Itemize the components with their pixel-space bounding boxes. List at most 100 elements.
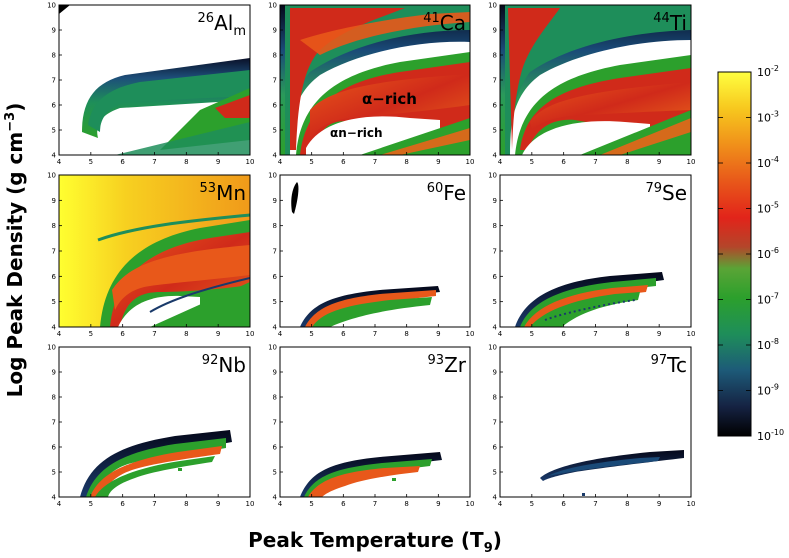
y-tick-label: 8: [493, 394, 497, 402]
panel-se79: [499, 174, 692, 328]
y-tick-label: 10: [268, 2, 277, 10]
x-tick-label: 6: [561, 500, 566, 508]
y-tick-label: 6: [273, 102, 278, 110]
x-tick-label: 5: [309, 500, 313, 508]
ti44-heatmap: [500, 5, 691, 155]
y-tick-label: 10: [47, 2, 56, 10]
x-tick-label: 10: [687, 500, 696, 508]
x-tick-label: 6: [341, 500, 346, 508]
x-tick-label: 10: [246, 158, 255, 166]
x-tick-label: 4: [498, 330, 503, 338]
x-tick-label: 7: [152, 500, 156, 508]
y-tick-label: 8: [52, 52, 56, 60]
x-tick-label: 7: [373, 158, 377, 166]
y-tick-label: 8: [273, 394, 277, 402]
x-tick-label: 4: [278, 500, 283, 508]
panel-title-mass: 79: [645, 181, 662, 196]
panel-title-al26m: 26Alm: [198, 11, 246, 39]
x-tick-label: 6: [341, 158, 346, 166]
y-tick-label: 9: [273, 197, 277, 205]
x-tick-label: 9: [436, 330, 440, 338]
panel-title-ti44: 44Ti: [653, 11, 687, 35]
y-tick-label: 6: [493, 273, 498, 281]
y-tick-label: 8: [273, 222, 277, 230]
y-tick-label: 7: [52, 248, 56, 256]
x-tick-label: 4: [278, 330, 283, 338]
colorbar-ramp: [717, 71, 752, 437]
x-tick-label: 5: [530, 330, 534, 338]
x-tick-label: 5: [530, 158, 534, 166]
tc97-heatmap: [540, 450, 684, 496]
y-tick-label: 7: [273, 77, 277, 85]
panel-title-mass: 53: [200, 181, 217, 196]
panel-title-tc97: 97Tc: [651, 353, 687, 377]
x-tick-label: 4: [278, 158, 283, 166]
x-tick-label: 8: [625, 158, 629, 166]
panel-title-mass: 60: [427, 181, 444, 196]
colorbar-tick-label: 10-10: [757, 428, 784, 443]
x-tick-label: 5: [309, 158, 313, 166]
annotation-alpha-n-rich: αn−rich: [330, 126, 383, 140]
fe60-heatmap: [291, 182, 440, 327]
y-tick-label: 5: [493, 469, 497, 477]
x-tick-label: 4: [498, 158, 503, 166]
y-tick-label: 5: [52, 127, 56, 135]
panel-title-element: Ti: [669, 11, 687, 35]
y-tick-label: 8: [52, 394, 56, 402]
panel-tc97: [499, 346, 692, 498]
y-tick-label: 6: [52, 444, 57, 452]
y-tick-label: 4: [493, 152, 498, 160]
colorbar-tick-label: 10-9: [757, 383, 779, 398]
x-tick-label: 8: [404, 330, 408, 338]
y-tick-label: 10: [268, 344, 277, 352]
zr93-heatmap: [300, 452, 442, 497]
y-tick-label: 5: [273, 469, 277, 477]
y-tick-label: 5: [273, 298, 277, 306]
y-tick-label: 5: [52, 298, 56, 306]
x-tick-label: 5: [89, 330, 93, 338]
y-tick-label: 10: [488, 2, 497, 10]
y-tick-label: 10: [268, 172, 277, 180]
x-tick-label: 8: [404, 500, 408, 508]
ca41-heatmap: [280, 5, 470, 155]
panel-mn53: [58, 174, 251, 328]
x-tick-label: 8: [625, 500, 629, 508]
x-tick-label: 7: [152, 330, 156, 338]
colorbar: 10-2 10-3 10-4 10-5 10-6 10-7 10-8 10-9 10-10: [717, 64, 784, 443]
panel-title-element: Zr: [444, 353, 467, 377]
y-tick-label: 7: [493, 248, 497, 256]
x-tick-label: 9: [436, 158, 440, 166]
panel-title-element: Tc: [666, 353, 687, 377]
panel-title-element: Mn: [216, 181, 246, 205]
x-tick-label: 9: [436, 500, 440, 508]
x-tick-label: 4: [57, 330, 62, 338]
y-tick-label: 4: [273, 152, 278, 160]
y-tick-label: 4: [273, 494, 278, 502]
x-axis-label: Peak Temperature (T9): [248, 528, 502, 556]
panel-title-mass: 26: [198, 11, 215, 26]
x-tick-label: 6: [561, 158, 566, 166]
panel-title-zr93: 93Zr: [428, 353, 467, 377]
y-tick-label: 9: [493, 369, 497, 377]
x-tick-label: 7: [593, 330, 597, 338]
x-tick-label: 4: [57, 158, 62, 166]
x-tick-label: 5: [89, 158, 93, 166]
y-tick-label: 9: [52, 27, 56, 35]
y-tick-label: 4: [493, 324, 498, 332]
y-tick-label: 6: [493, 102, 498, 110]
x-tick-label: 6: [120, 500, 125, 508]
x-tick-label: 9: [657, 330, 661, 338]
y-tick-label: 4: [52, 324, 57, 332]
y-tick-label: 10: [47, 344, 56, 352]
x-tick-label: 4: [498, 500, 503, 508]
y-tick-label: 7: [273, 248, 277, 256]
x-tick-label: 7: [373, 500, 377, 508]
y-tick-label: 7: [52, 77, 56, 85]
x-tick-label: 6: [561, 330, 566, 338]
x-tick-label: 7: [152, 158, 156, 166]
panel-title-mass: 44: [653, 11, 670, 26]
se79-heatmap: [515, 272, 664, 327]
x-tick-label: 10: [246, 500, 255, 508]
